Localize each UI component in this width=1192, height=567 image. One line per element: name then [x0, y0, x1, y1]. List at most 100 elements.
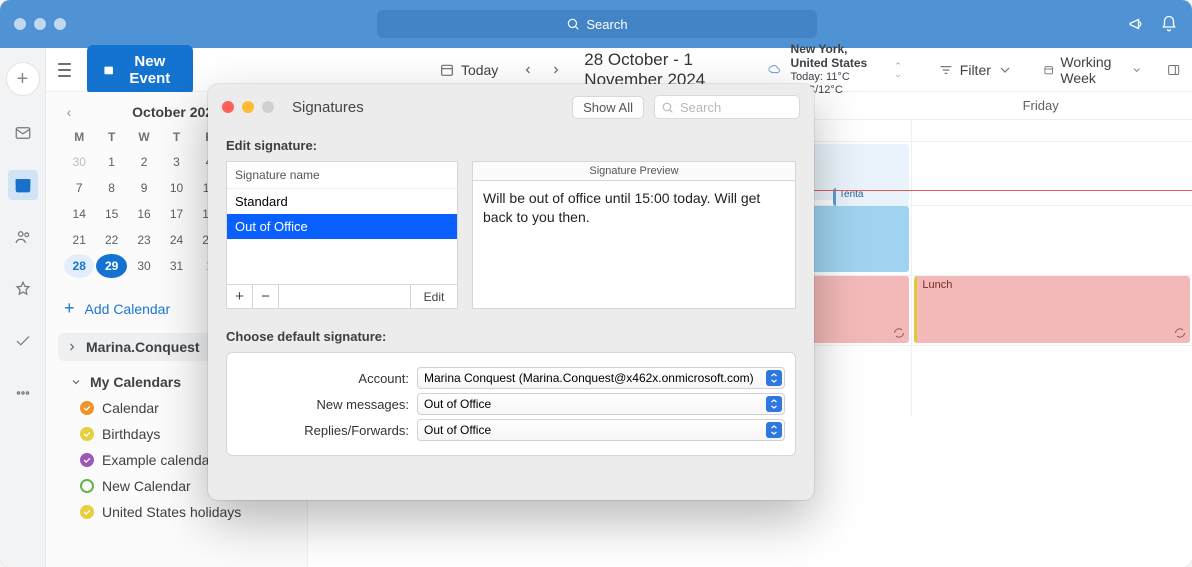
panel-icon[interactable] [1167, 61, 1180, 79]
rail-calendar[interactable] [8, 170, 38, 200]
calendar-color-dot[interactable] [80, 401, 94, 415]
calendar-icon [103, 62, 114, 78]
mini-prev[interactable]: ‹ [60, 104, 78, 120]
mini-cal-day[interactable]: 22 [96, 228, 126, 252]
account-select[interactable]: Marina Conquest (Marina.Conquest@x462x.o… [417, 367, 785, 389]
view-button[interactable]: Working Week [1037, 50, 1149, 90]
select-chevron-icon [766, 422, 782, 438]
mini-cal-dow: T [161, 126, 191, 148]
mini-cal-day[interactable]: 1 [96, 150, 126, 174]
choose-default-label: Choose default signature: [226, 329, 796, 344]
mini-cal-day[interactable]: 31 [161, 254, 191, 278]
calendar-label: Calendar [102, 400, 159, 416]
mini-cal-day[interactable]: 16 [129, 202, 159, 226]
edit-signature-button[interactable]: Edit [411, 285, 457, 308]
chevron-down-icon [997, 62, 1013, 78]
prev-week[interactable] [514, 56, 542, 84]
mini-cal-day[interactable]: 2 [129, 150, 159, 174]
bell-icon[interactable] [1160, 15, 1178, 33]
new-messages-value: Out of Office [424, 397, 491, 411]
mini-cal-day[interactable]: 17 [161, 202, 191, 226]
signature-item-selected[interactable]: Out of Office [227, 214, 457, 239]
event-lunch[interactable]: Lunch [914, 276, 1190, 343]
mini-cal-day[interactable]: 28 [64, 254, 94, 278]
dialog-search[interactable]: Search [654, 95, 800, 119]
dialog-title: Signatures [292, 99, 364, 116]
today-button[interactable]: Today [433, 58, 504, 82]
recurring-icon [893, 327, 905, 339]
new-messages-label: New messages: [237, 397, 409, 412]
calendar-color-dot[interactable] [80, 505, 94, 519]
add-calendar-label: Add Calendar [85, 301, 171, 317]
signatures-dialog: Signatures Show All Search Edit signatur… [208, 84, 814, 500]
mini-cal-day[interactable]: 29 [96, 254, 126, 278]
minimize-dot[interactable] [34, 18, 46, 30]
new-event-button[interactable]: New Event [87, 45, 193, 95]
signature-item[interactable]: Standard [227, 189, 457, 214]
view-icon [1043, 62, 1054, 78]
search-icon [661, 101, 674, 114]
signature-list-panel: Signature name Standard Out of Office + … [226, 161, 458, 309]
mini-cal-day[interactable]: 9 [129, 176, 159, 200]
show-all-button[interactable]: Show All [572, 96, 644, 119]
rail-todo[interactable] [8, 326, 38, 356]
close-dot[interactable] [14, 18, 26, 30]
mini-cal-day[interactable]: 15 [96, 202, 126, 226]
chevron-down-icon [70, 376, 82, 388]
weather-location: New York, United States [791, 42, 887, 71]
mini-cal-day[interactable]: 30 [129, 254, 159, 278]
window-controls [14, 18, 66, 30]
rail-more[interactable] [8, 378, 38, 408]
mini-cal-day[interactable]: 23 [129, 228, 159, 252]
search-icon [566, 17, 580, 31]
sidebar-toggle[interactable] [58, 63, 71, 77]
add-signature-button[interactable]: + [227, 285, 253, 308]
mini-cal-day[interactable]: 21 [64, 228, 94, 252]
calendar-color-dot[interactable] [80, 479, 94, 493]
dialog-window-controls [222, 101, 274, 113]
titlebar-right [1128, 15, 1178, 33]
remove-signature-button[interactable]: − [253, 285, 279, 308]
outlook-window: Search + New Event Today [0, 0, 1192, 567]
mini-cal-day[interactable]: 30 [64, 150, 94, 174]
new-event-label: New Event [123, 53, 177, 87]
replies-forwards-label: Replies/Forwards: [237, 423, 409, 438]
calendar-color-dot[interactable] [80, 453, 94, 467]
chevron-right-icon [66, 341, 78, 353]
zoom-dot[interactable] [54, 18, 66, 30]
mini-cal-day[interactable]: 8 [96, 176, 126, 200]
mini-cal-day[interactable]: 10 [161, 176, 191, 200]
mini-cal-day[interactable]: 24 [161, 228, 191, 252]
dialog-search-placeholder: Search [680, 100, 721, 115]
mini-cal-day[interactable]: 14 [64, 202, 94, 226]
mini-cal-dow: M [64, 126, 94, 148]
calendar-label: United States holidays [102, 504, 241, 520]
view-label: Working Week [1060, 54, 1125, 86]
calendar-color-dot[interactable] [80, 427, 94, 441]
global-search[interactable]: Search [377, 10, 817, 38]
calendar-label: Birthdays [102, 426, 160, 442]
mini-cal-day[interactable]: 7 [64, 176, 94, 200]
megaphone-icon[interactable] [1128, 15, 1146, 33]
rail-mail[interactable] [8, 118, 38, 148]
dialog-close[interactable] [222, 101, 234, 113]
filter-button[interactable]: Filter [932, 58, 1019, 82]
dialog-zoom [262, 101, 274, 113]
rail-star[interactable] [8, 274, 38, 304]
dialog-minimize[interactable] [242, 101, 254, 113]
weather-stepper[interactable]: ⌃⌄ [894, 62, 902, 78]
mini-cal-day[interactable]: 3 [161, 150, 191, 174]
rail-people[interactable] [8, 222, 38, 252]
replies-forwards-select[interactable]: Out of Office [417, 419, 785, 441]
signature-tools: + − Edit [226, 285, 458, 309]
titlebar: Search [0, 0, 1192, 48]
compose-button[interactable]: + [6, 62, 40, 96]
filter-icon [938, 62, 954, 78]
calendar-list-item[interactable]: United States holidays [60, 499, 293, 525]
signature-list-header: Signature name [227, 162, 457, 189]
signature-preview-body: Will be out of office until 15:00 today.… [472, 180, 796, 309]
dialog-titlebar: Signatures Show All Search [208, 84, 814, 130]
default-signature-form: Account: Marina Conquest (Marina.Conques… [226, 352, 796, 456]
new-messages-select[interactable]: Out of Office [417, 393, 785, 415]
next-week[interactable] [542, 56, 570, 84]
